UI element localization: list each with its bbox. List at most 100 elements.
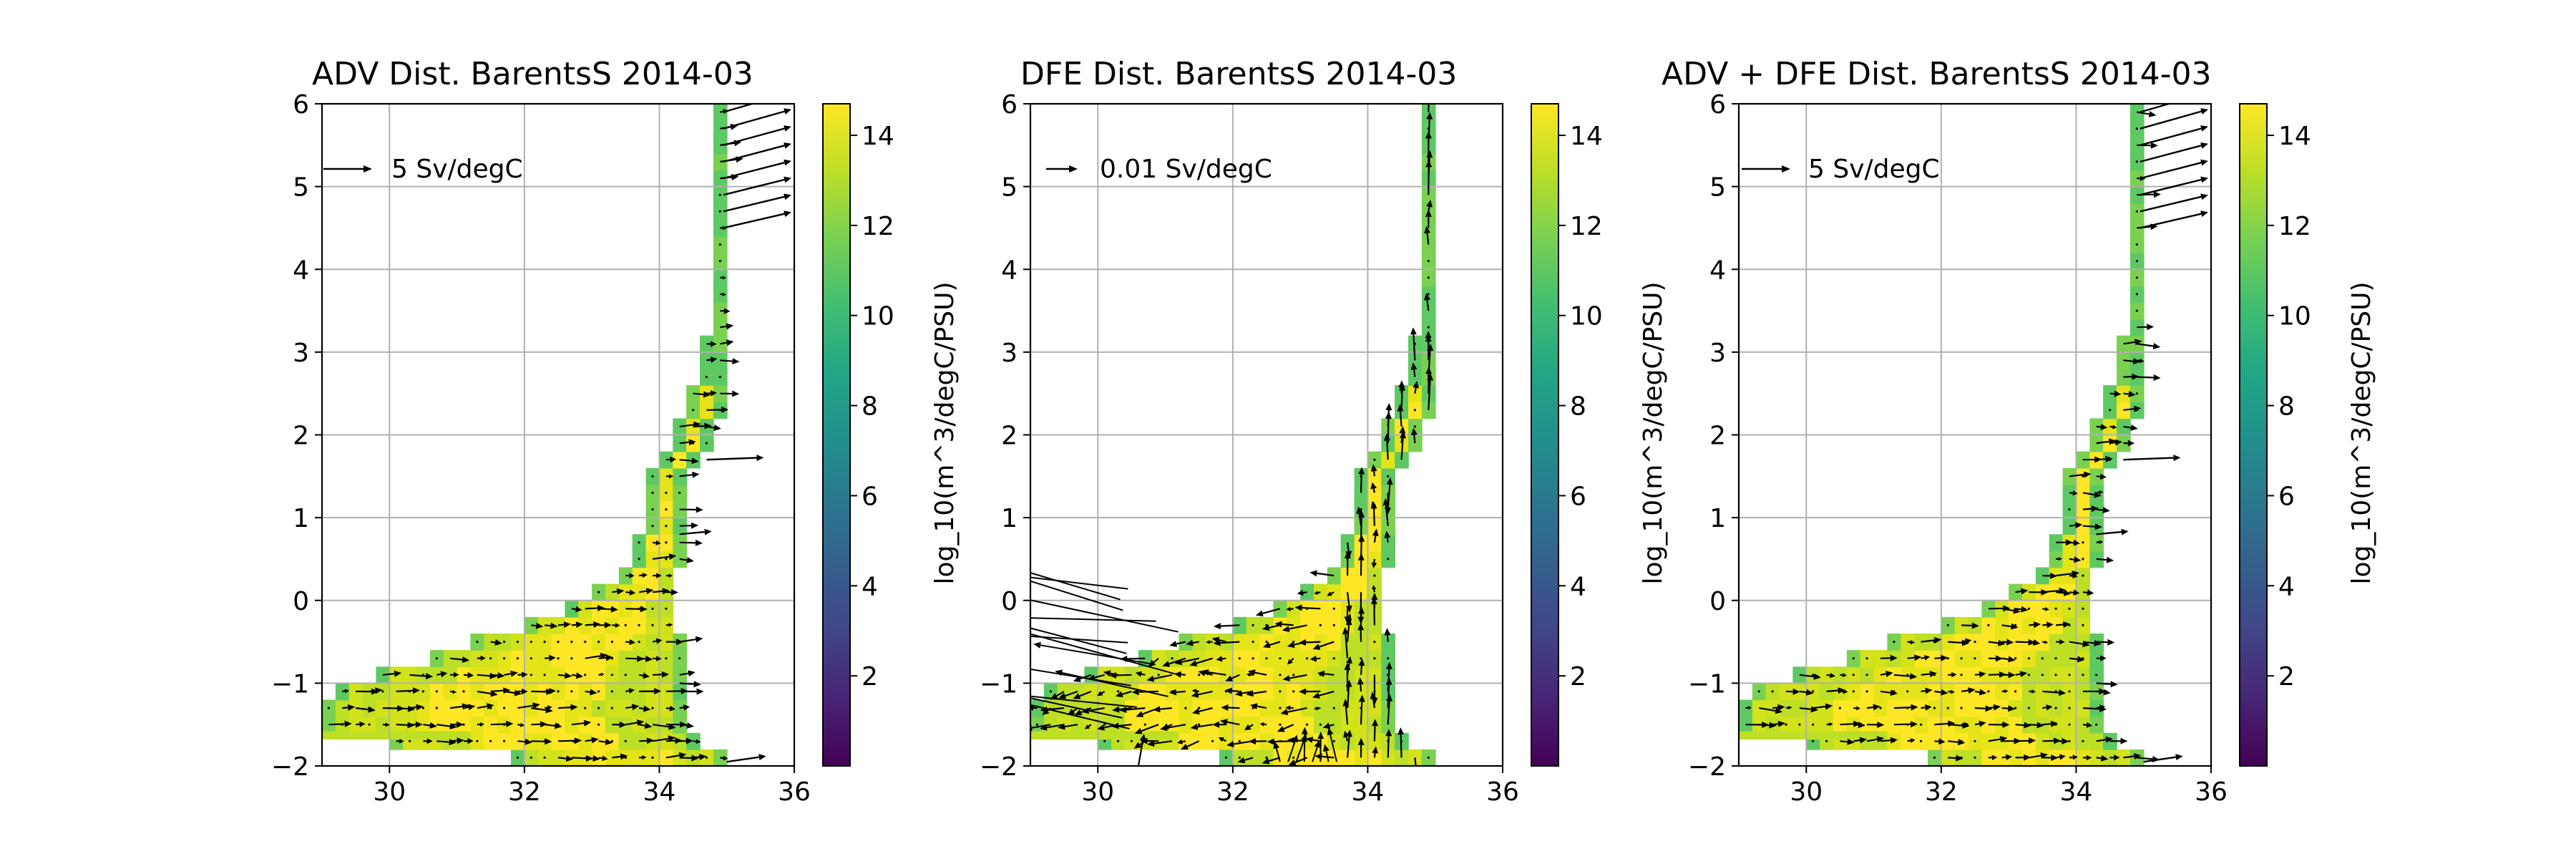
quiver-dot — [543, 739, 546, 742]
quiver-dot — [1373, 641, 1376, 644]
quiver-dot — [1413, 409, 1416, 412]
quiver-arrow-head — [628, 688, 635, 694]
quiver-arrow-head — [1323, 744, 1330, 752]
quiver-dot — [1413, 342, 1416, 345]
quiver-arrow-head — [1910, 673, 1918, 680]
quiver-arrow — [1759, 707, 1776, 712]
quiver-dot — [557, 723, 560, 726]
quiver-dot — [718, 260, 721, 263]
quiver-arrow-head — [2006, 639, 2014, 646]
quiver-arrow — [1428, 119, 1430, 145]
y-tick-label: 1 — [1001, 504, 1018, 533]
quiver-arrow — [571, 674, 577, 676]
colorbar-tick-label: 10 — [1570, 302, 1603, 331]
quiver-arrow-head — [784, 91, 791, 97]
quiver-arrow — [490, 674, 498, 676]
quiver-arrow — [531, 624, 537, 627]
quiver-arrow — [598, 608, 612, 611]
quiver-dot — [2068, 690, 2071, 693]
quiver-arrow-head — [669, 474, 674, 479]
quiver-dot — [1373, 723, 1376, 726]
quiver-dot — [624, 756, 627, 759]
quiver-arrow — [1198, 690, 1213, 696]
quiver-arrow — [2140, 145, 2202, 163]
quiver-arrow-head — [2036, 722, 2044, 729]
quiver-dot — [368, 723, 371, 726]
quiver-arrow — [2055, 573, 2073, 577]
quiver-dot — [421, 690, 425, 693]
quiver-arrow — [2042, 707, 2047, 709]
quiver-arrow-head — [2094, 640, 2102, 646]
colorbar-tick-label: 10 — [862, 302, 894, 331]
quiver-arrow-head — [1425, 331, 1432, 339]
quiver-arrow-head — [2100, 655, 2107, 661]
colorbar-tick-label: 6 — [1570, 482, 1586, 511]
quiver-arrow — [1153, 740, 1173, 744]
quiver-arrow-head — [2100, 754, 2109, 762]
quiver-arrow — [1948, 724, 1963, 727]
quiver-arrow-head — [1244, 724, 1252, 731]
quiver-arrow-head — [545, 707, 553, 714]
quiver-arrow-head — [758, 754, 766, 761]
quiver-dot — [610, 641, 614, 644]
quiver-arrow — [531, 690, 547, 693]
distribution-cell — [1300, 583, 1314, 601]
quiver-arrow-head — [1058, 692, 1066, 699]
quiver-arrow-head — [480, 655, 486, 661]
quiver-arrow-head — [2173, 455, 2181, 462]
quiver-arrow-head — [1813, 673, 1821, 680]
quiver-arrow-head — [1109, 671, 1117, 679]
quiver-arrow — [679, 424, 694, 427]
quiver-arrow — [625, 608, 640, 610]
quiver-dot — [1974, 739, 1976, 742]
quiver-dot — [2054, 607, 2057, 610]
quiver-arrow-head — [2087, 589, 2094, 596]
quiver-arrow — [544, 624, 551, 627]
quiver-arrow — [449, 705, 463, 709]
quiver-arrow — [2137, 343, 2154, 347]
quiver-arrow-head — [726, 339, 734, 346]
quiver-arrow-head — [643, 672, 650, 679]
quiver-arrow — [449, 690, 453, 693]
quiver-dot — [2068, 508, 2071, 511]
quiver-arrow-head — [2086, 754, 2092, 761]
quiver-arrow — [355, 707, 369, 711]
quiver-arrow-head — [695, 539, 703, 546]
quiver-arrow — [1282, 623, 1294, 626]
quiver-dot — [1387, 657, 1390, 660]
quiver-arrow-head — [1925, 704, 1932, 711]
quiver-arrow-head — [686, 737, 693, 744]
quiver-arrow — [1772, 707, 1778, 709]
quiver-dot — [489, 657, 492, 660]
quiver-arrow-head — [686, 557, 694, 563]
quiver-dot — [1238, 657, 1241, 660]
quiver-arrow-head — [1424, 225, 1430, 234]
quiver-arrow-head — [2019, 671, 2028, 678]
quiver-dot — [1238, 739, 1241, 742]
quiver-arrow-head — [1372, 746, 1379, 754]
quiver-dot — [570, 707, 573, 709]
quiver-arrow-head — [2132, 358, 2141, 365]
y-tick-label: −2 — [980, 752, 1018, 782]
quiver-arrow-head — [1153, 706, 1161, 713]
quiver-dot — [1279, 707, 1282, 709]
quiver-arrow-head — [2021, 588, 2029, 595]
quiver-arrow-head — [1788, 706, 1792, 710]
quiver-key: 0.01 Sv/degC — [1046, 155, 1272, 184]
quiver-arrow — [1921, 639, 1935, 643]
y-tick-label: 2 — [1001, 422, 1018, 451]
quiver-arrow — [706, 425, 715, 429]
quiver-arrow — [625, 722, 638, 726]
quiver-arrow-head — [1180, 743, 1189, 750]
quiver-arrow-head — [2103, 689, 2111, 696]
quiver-arrow — [504, 690, 515, 694]
quiver-arrow — [638, 707, 644, 710]
quiver-arrow-head — [1033, 641, 1041, 649]
quiver-arrow-head — [1136, 711, 1144, 717]
colorbar-label: log_10(m^3/degC/PSU) — [1639, 281, 1668, 584]
quiver-arrow — [2056, 623, 2064, 626]
quiver-arrow — [450, 739, 457, 742]
quiver-arrow-head — [1262, 624, 1270, 631]
quiver-dot — [597, 723, 600, 726]
